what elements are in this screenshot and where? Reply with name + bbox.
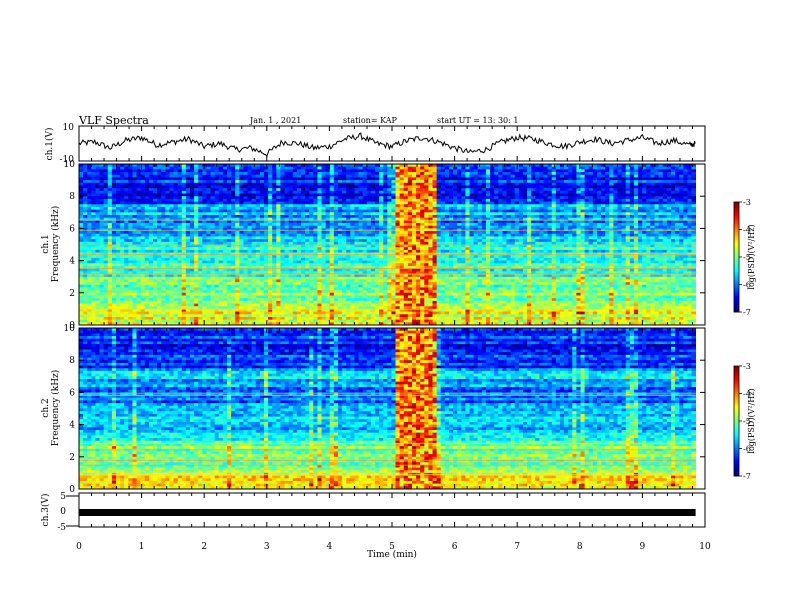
time-axis-tick-label: 8 — [577, 542, 583, 552]
ch2-colorbar: -3 -4 -5 -6 -7 log(PSD)(V²/Hz) — [733, 362, 756, 481]
figure-title: VLF Spectra — [78, 114, 149, 127]
time-axis-tick-label: 7 — [514, 542, 520, 552]
time-axis-tick-label: 6 — [452, 542, 458, 552]
ch2-spec-ylabel: ch.2 — [41, 398, 51, 417]
spec-ytick-label: 2 — [69, 453, 75, 463]
ch1-waveform-line — [78, 132, 696, 158]
colorbar-label: log(PSD)(V²/Hz) — [747, 224, 756, 289]
spec-ytick-label: 10 — [64, 160, 76, 170]
ch2-spec-ylabel2: Frequency (kHz) — [50, 370, 61, 447]
time-axis-tick-label: 1 — [139, 542, 145, 552]
ch3-ylabel: ch.3(V) — [40, 494, 51, 527]
ch3-ytick-top: 5 — [60, 492, 66, 502]
ch3-ytick-bottom: -5 — [57, 523, 66, 533]
ch1-ylabel: ch.1(V) — [44, 128, 55, 161]
ch2-spectrogram-image — [79, 328, 697, 490]
colorbar-tick-label: -3 — [743, 362, 751, 371]
spec-ytick-label: 4 — [69, 421, 75, 431]
colorbar-label: log(PSD)(V²/Hz) — [747, 388, 756, 453]
colorbar-tick-label: -3 — [743, 198, 751, 207]
time-axis-tick-label: 0 — [76, 542, 82, 552]
station-label: station= KAP — [343, 116, 398, 125]
time-axis-label: Time (min) — [367, 549, 417, 560]
colorbar-tick-label: -6 — [743, 281, 751, 290]
spec-ytick-label: 2 — [69, 289, 75, 299]
spec-ytick-label: 6 — [69, 224, 75, 234]
ch1-spectrogram-panel: ch.1 Frequency (kHz) 0 2 4 6 8 10 — [41, 160, 706, 331]
time-axis-tick-label: 3 — [264, 542, 270, 552]
date-label: Jan. 1 , 2021 — [249, 116, 301, 125]
ch2-spec-yticks: 0 2 4 6 8 10 — [64, 324, 705, 495]
ch1-ytick-bottom: -10 — [60, 155, 75, 165]
ch2-spectrogram-panel: ch.2 Frequency (kHz) 0 2 4 6 8 10 — [41, 324, 706, 495]
ch1-waveform-panel: ch.1(V) 10 -10 — [44, 123, 706, 165]
ch1-spec-ylabel2: Frequency (kHz) — [50, 206, 61, 283]
ch1-ytick-top: 10 — [63, 123, 75, 133]
colorbar-tick-label: -7 — [743, 472, 751, 481]
colorbar-tick-label: -5 — [743, 253, 751, 262]
time-axis: 0 1 2 3 4 5 6 7 8 9 10 — [76, 126, 711, 552]
colorbar-tick-label: -4 — [743, 390, 751, 399]
ch1-colorbar: -3 -4 -5 -6 -7 log(PSD)(V²/Hz) — [733, 198, 756, 317]
start-time-label: start UT = 13: 30: 1 — [437, 116, 518, 125]
colorbar-tick-label: -7 — [743, 308, 751, 317]
colorbar-tick-label: -4 — [743, 226, 751, 235]
spec-ytick-label: 8 — [69, 356, 75, 366]
spec-ytick-label: 6 — [69, 388, 75, 398]
time-axis-tick-label: 10 — [699, 542, 711, 552]
ch3-ytick-mid: 0 — [60, 507, 66, 517]
spec-ytick-label: 8 — [69, 192, 75, 202]
time-axis-tick-label: 5 — [389, 542, 395, 552]
colorbar-tick-label: -5 — [743, 417, 751, 426]
ch1-spectrogram-image — [79, 164, 697, 326]
spec-ytick-label: 0 — [69, 485, 75, 495]
spec-ytick-label: 0 — [69, 321, 75, 331]
time-axis-tick-label: 4 — [327, 542, 333, 552]
time-axis-tick-label: 2 — [201, 542, 207, 552]
colorbar-tick-label: -6 — [743, 445, 751, 454]
time-axis-tick-label: 9 — [640, 542, 646, 552]
ch1-spec-yticks: 0 2 4 6 8 10 — [64, 160, 705, 331]
spec-ytick-label: 10 — [64, 324, 76, 334]
spec-ytick-label: 4 — [69, 257, 75, 267]
ch1-spec-ylabel: ch.1 — [41, 234, 51, 253]
